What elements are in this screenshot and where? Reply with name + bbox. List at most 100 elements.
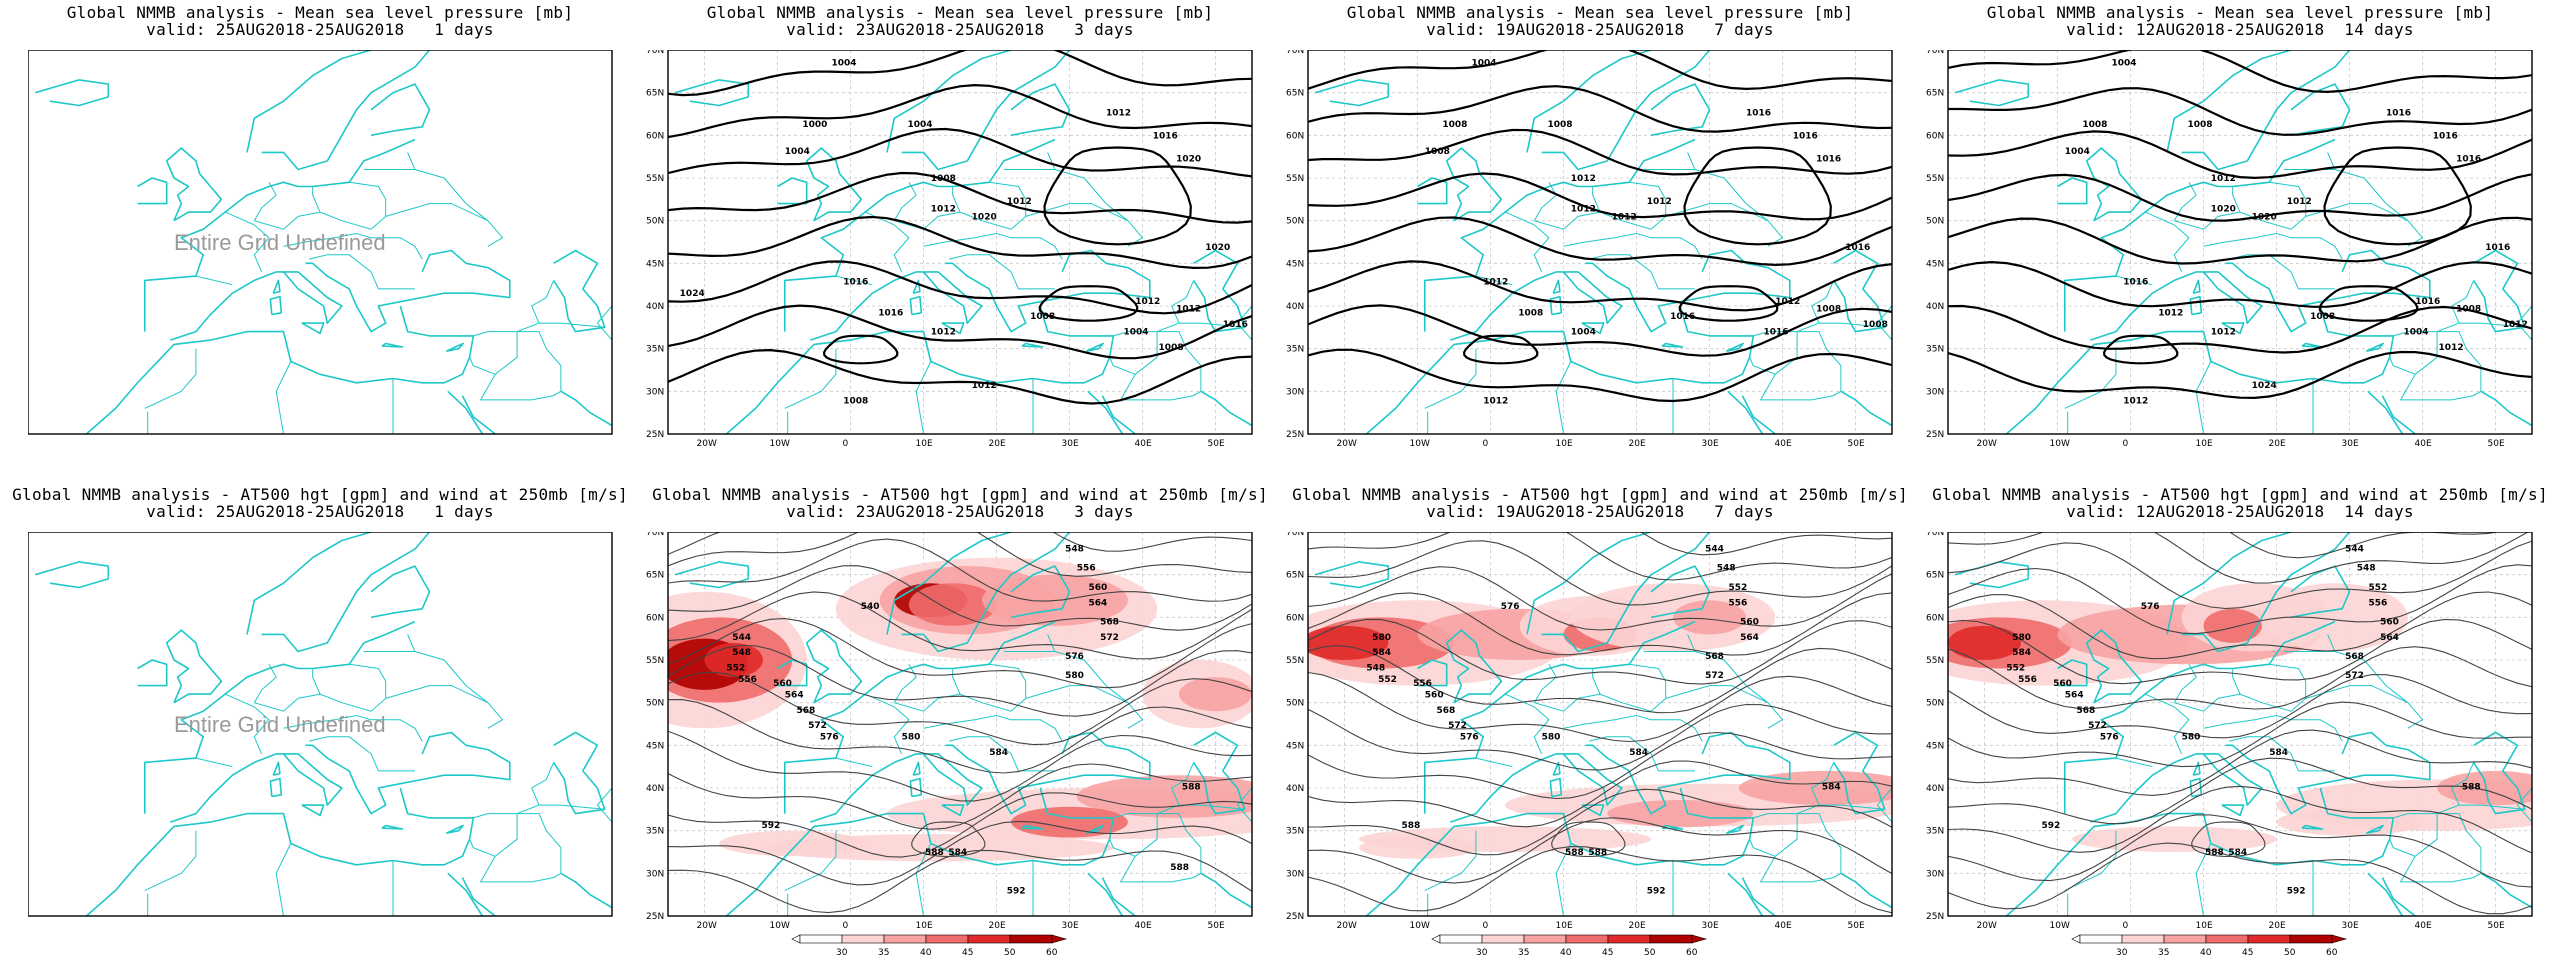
- contour-label: 568: [2076, 706, 2095, 716]
- coastline: [301, 804, 325, 817]
- coastline: [2166, 532, 2351, 653]
- coastline: [675, 561, 750, 589]
- contour-label: 544: [1705, 545, 1724, 555]
- country-border: [1694, 169, 1769, 222]
- contour-label: 560: [1740, 617, 1759, 627]
- country-border: [835, 275, 873, 286]
- contour-line: [1948, 532, 2530, 584]
- longitude-tick-label: 40E: [1775, 439, 1792, 449]
- country-border: [959, 663, 1027, 712]
- coastline: [675, 79, 750, 107]
- contour-label: 1012: [1007, 197, 1032, 207]
- panel-title: Global NMMB analysis - Mean sea level pr…: [1268, 4, 1932, 38]
- latitude-tick-label: 60N: [1926, 131, 1944, 141]
- country-border: [1819, 322, 1885, 328]
- country-border: [363, 634, 416, 652]
- latitude-tick-label: 40N: [1926, 302, 1944, 312]
- contour-label: 1012: [1571, 205, 1596, 215]
- coastline: [305, 731, 511, 815]
- coastline: [246, 50, 431, 171]
- coastline: [1840, 872, 1892, 909]
- contour-label: 560: [773, 679, 792, 689]
- country-border: [1588, 736, 1695, 772]
- country-border: [1475, 757, 1513, 768]
- contour-label: 1008: [1816, 304, 1841, 314]
- contour-label: 580: [1542, 733, 1561, 743]
- country-border: [283, 714, 423, 742]
- colorbar-segment: [2163, 934, 2207, 944]
- contour-label: 572: [2088, 721, 2107, 731]
- contour-loop: [911, 821, 986, 858]
- coastline: [886, 50, 1071, 171]
- colorbar-tick-label: 50: [1644, 948, 1656, 958]
- contour-line: [1948, 87, 2532, 136]
- latitude-tick-label: 35N: [646, 827, 664, 837]
- contour-label: 1024: [2252, 381, 2277, 391]
- latitude-tick-label: 35N: [646, 345, 664, 355]
- coastline: [777, 659, 808, 687]
- contour-line: [1948, 564, 2532, 635]
- contour-label: 1004: [1124, 327, 1149, 337]
- country-border: [1694, 651, 1769, 704]
- contour-label: 1004: [785, 147, 810, 157]
- contour-line: [668, 671, 1252, 746]
- country-border: [539, 804, 605, 810]
- coastline: [1445, 629, 1503, 704]
- country-border: [596, 787, 612, 823]
- coastline: [1315, 79, 1390, 107]
- coastline: [144, 620, 416, 814]
- coastline: [1010, 83, 1071, 137]
- panel-title-line: Global NMMB analysis - Mean sea level pr…: [1346, 3, 1854, 22]
- colorbar-segment: [925, 934, 969, 944]
- country-border: [473, 280, 555, 337]
- country-border: [835, 757, 873, 768]
- longitude-tick-label: 10W: [2050, 439, 2070, 449]
- contour-label: 568: [796, 706, 815, 716]
- contour-label: 568: [2345, 652, 2364, 662]
- longitude-tick-label: 20W: [697, 921, 717, 931]
- contour-label: 576: [1501, 602, 1520, 612]
- coastline: [2225, 249, 2431, 333]
- country-border: [2459, 322, 2525, 328]
- map-panel: Entire Grid Undefined: [28, 50, 613, 435]
- latitude-tick-label: 30N: [646, 387, 664, 397]
- coastline: [1725, 824, 1744, 834]
- country-border: [2459, 804, 2525, 810]
- longitude-tick-label: 40E: [1135, 439, 1152, 449]
- colorbar-tick-label: 35: [2158, 948, 2169, 958]
- colorbar-tick-label: 45: [962, 948, 973, 958]
- contour-label: 556: [2018, 675, 2037, 685]
- coastline: [909, 295, 923, 316]
- coastline: [35, 561, 110, 589]
- longitude-tick-label: 20W: [697, 439, 717, 449]
- country-border: [224, 693, 270, 755]
- country-border: [1555, 361, 1572, 434]
- map-frame: [667, 532, 1253, 917]
- coastline: [1417, 659, 1448, 687]
- latitude-tick-label: 40N: [1286, 302, 1304, 312]
- country-border: [1157, 813, 1202, 874]
- panel-valid-line: valid: 12AUG2018-25AUG2018 14 days: [2066, 502, 2414, 521]
- coastline: [2057, 177, 2088, 205]
- longitude-tick-label: 20E: [1629, 439, 1646, 449]
- coastline: [1021, 824, 1044, 830]
- panel-title-line: Global NMMB analysis - Mean sea level pr…: [706, 3, 1214, 22]
- latitude-tick-label: 70N: [1286, 50, 1304, 56]
- latitude-tick-label: 70N: [1286, 532, 1304, 538]
- contour-label: 552: [726, 664, 745, 674]
- coastline: [1526, 50, 1711, 171]
- longitude-tick-label: 20E: [989, 439, 1006, 449]
- contour-loop: [1678, 285, 1779, 322]
- contour-label: 1012: [1176, 304, 1201, 314]
- latitude-tick-label: 50N: [646, 699, 664, 709]
- colorbar-tick-label: 30: [1476, 948, 1488, 958]
- coastline: [805, 147, 863, 222]
- contour-label: 580: [2012, 633, 2031, 643]
- coastline: [2480, 872, 2532, 909]
- contour-label: 584: [1822, 783, 1841, 793]
- coastline: [1725, 342, 1744, 352]
- country-border: [275, 361, 292, 434]
- latitude-tick-label: 55N: [1286, 656, 1304, 666]
- country-border: [596, 305, 612, 341]
- contour-line: [668, 50, 1252, 97]
